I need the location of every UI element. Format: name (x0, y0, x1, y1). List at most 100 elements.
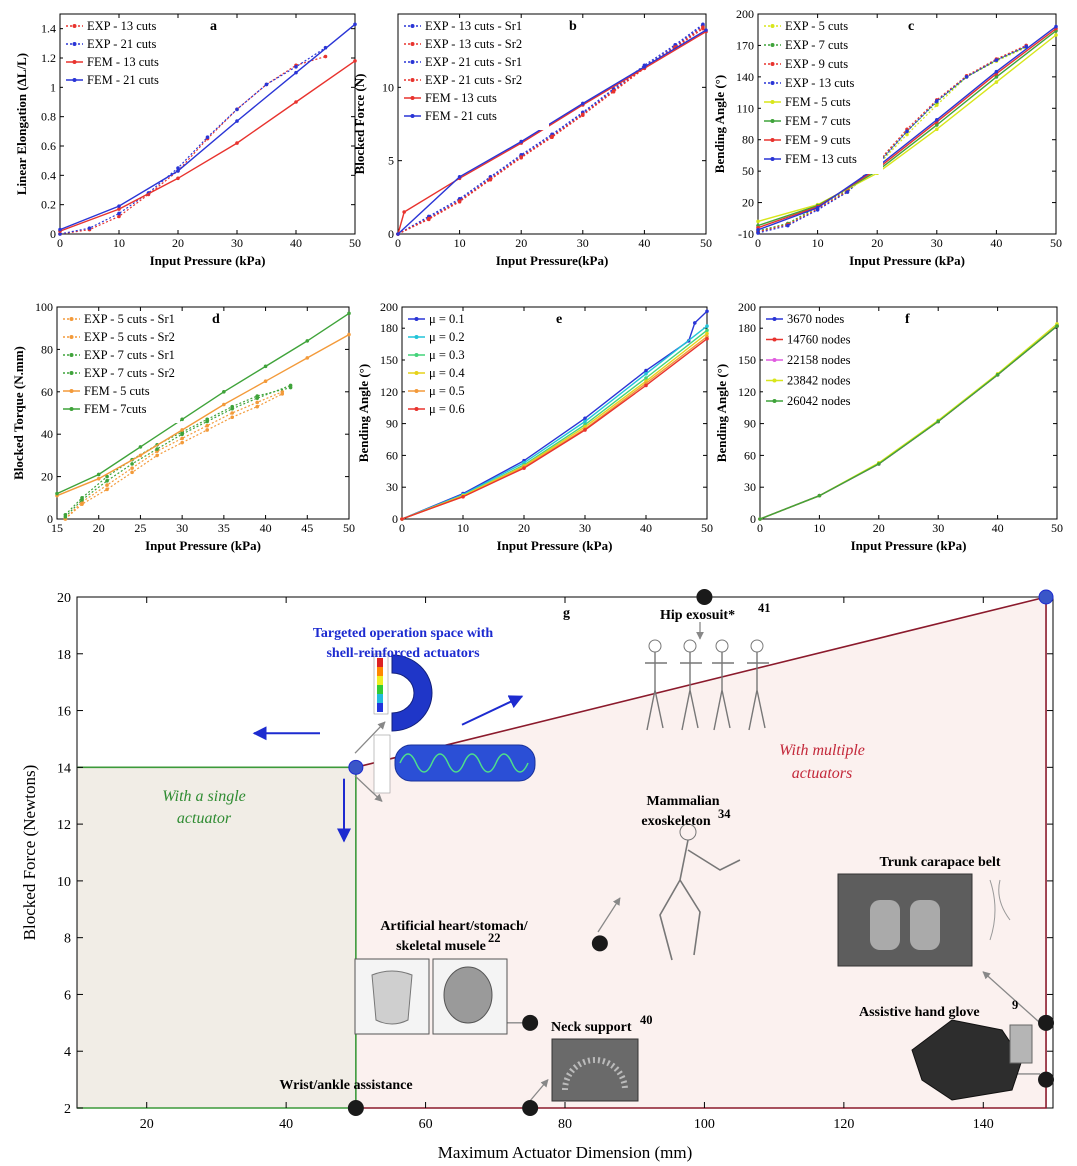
data-point (1054, 33, 1058, 37)
legend-marker (770, 119, 775, 123)
data-point (138, 445, 143, 449)
x-tick-label: 50 (1050, 236, 1062, 250)
data-point (905, 129, 909, 134)
legend-marker (410, 60, 415, 64)
data-point (55, 491, 59, 496)
heart-sketch-right (443, 966, 493, 1024)
data-point (935, 123, 939, 127)
x-tick-label: 45 (301, 521, 313, 535)
x-tick-label: 10 (813, 521, 825, 535)
device-point (347, 1100, 364, 1116)
y-tick-label: 150 (738, 353, 756, 367)
panel-a: 0 10 20 30 40 50 0 0.2 0.4 0.6 0.8 1 1.2 1.4 Input Pre… (14, 13, 361, 268)
figure-head (750, 639, 764, 653)
operation-boundary-point (1038, 589, 1054, 605)
figure-body (680, 652, 702, 731)
data-point (235, 141, 239, 145)
data-point (180, 436, 184, 441)
legend-marker (414, 389, 419, 393)
fem-colorbar (373, 734, 391, 794)
series-line (64, 393, 283, 520)
data-point (138, 453, 143, 458)
data-point (347, 332, 351, 337)
data-point (180, 417, 184, 422)
y-tick-label: 120 (380, 385, 398, 399)
y-axis-label: Blocked Force (Newtons) (20, 765, 39, 941)
trunk-belt-photo (837, 873, 973, 967)
pointer-arrow (354, 775, 383, 802)
legend-marker (770, 157, 775, 161)
x-tick-label: 140 (973, 1117, 994, 1132)
single-text-1: With a single (162, 788, 246, 805)
hip-exosuit-figure (645, 639, 667, 731)
series-d-4 (55, 332, 351, 498)
data-point (488, 177, 493, 181)
data-point (288, 383, 293, 388)
legend-marker (770, 138, 775, 142)
device-point (522, 1014, 539, 1031)
y-tick-label: 0 (388, 227, 394, 241)
data-point (205, 135, 210, 139)
panel-label: b (569, 19, 577, 34)
series-line (59, 55, 326, 235)
series-line (757, 30, 1057, 227)
legend-marker (770, 43, 775, 47)
x-axis-label: Input Pressure (kPa) (497, 538, 613, 553)
fem-colorbar-step (377, 685, 383, 694)
data-point (155, 453, 159, 458)
trunk-belt-label: Trunk carapace belt (879, 855, 1000, 870)
legend-box (763, 311, 868, 418)
data-point (583, 428, 587, 432)
data-point (105, 479, 109, 483)
straight-actuator-image (394, 744, 536, 782)
legend-marker (772, 399, 777, 403)
data-point (205, 423, 209, 428)
legend-entry: μ = 0.1 (429, 312, 465, 326)
data-point (995, 373, 1000, 377)
data-point (117, 211, 121, 216)
legend-entry: μ = 0.3 (429, 348, 465, 362)
legend-marker (414, 317, 419, 321)
y-tick-label: 2 (64, 1102, 71, 1117)
y-tick-label: 90 (744, 417, 756, 431)
y-axis-label: Bending Angle (°) (714, 364, 729, 462)
series-f-4 (758, 324, 1059, 521)
series-line (757, 45, 1027, 234)
legend-entry: EXP - 13 cuts (785, 76, 854, 90)
y-tick-label: 18 (57, 648, 71, 663)
legend: EXP - 13 cuts EXP - 21 cuts FEM - 13 cuts F… (63, 18, 188, 94)
legend: μ = 0.1 μ = 0.2 μ = 0.3 μ = 0.4 μ = 0.5 μ = 0… (405, 311, 477, 423)
data-point (222, 390, 226, 394)
panel-b: 0 10 20 30 40 50 0 5 10 Input Pressure(kPa) Blocke… (352, 13, 712, 268)
legend-marker (72, 24, 77, 28)
fem-colorbar-step (377, 703, 383, 712)
series-line (59, 23, 356, 231)
hand-glove-label: Assistive hand glove (859, 1005, 980, 1020)
legend-entry: EXP - 21 cuts - Sr1 (425, 55, 522, 69)
legend-entry: FEM - 5 cuts (84, 384, 150, 398)
data-point (105, 474, 109, 479)
y-tick-label: 80 (742, 133, 754, 147)
legend-box (405, 311, 477, 423)
y-tick-label: 170 (736, 38, 754, 52)
x-axis-label: Input Pressure (kPa) (849, 253, 965, 268)
figure-body (645, 652, 667, 731)
single-region-border (77, 766, 357, 1109)
legend-box (63, 18, 188, 94)
y-tick-label: 4 (64, 1045, 71, 1060)
x-tick-label: 30 (931, 236, 943, 250)
legend-entry: FEM - 13 cuts (785, 152, 857, 166)
series-line (757, 45, 1027, 232)
data-point (994, 75, 999, 79)
panel-d: 15 20 25 30 35 40 45 50 0 20 40 60 80 100 Input Pressu… (11, 300, 355, 553)
data-point (644, 383, 648, 388)
series-line (759, 325, 1058, 520)
series-line (757, 26, 1057, 231)
wrist-ankle-label: Wrist/ankle assistance (279, 1078, 412, 1093)
legend-marker (410, 42, 415, 46)
data-point (130, 470, 134, 475)
series-line (64, 387, 291, 516)
device-point (1038, 1071, 1055, 1088)
data-point (230, 406, 234, 411)
